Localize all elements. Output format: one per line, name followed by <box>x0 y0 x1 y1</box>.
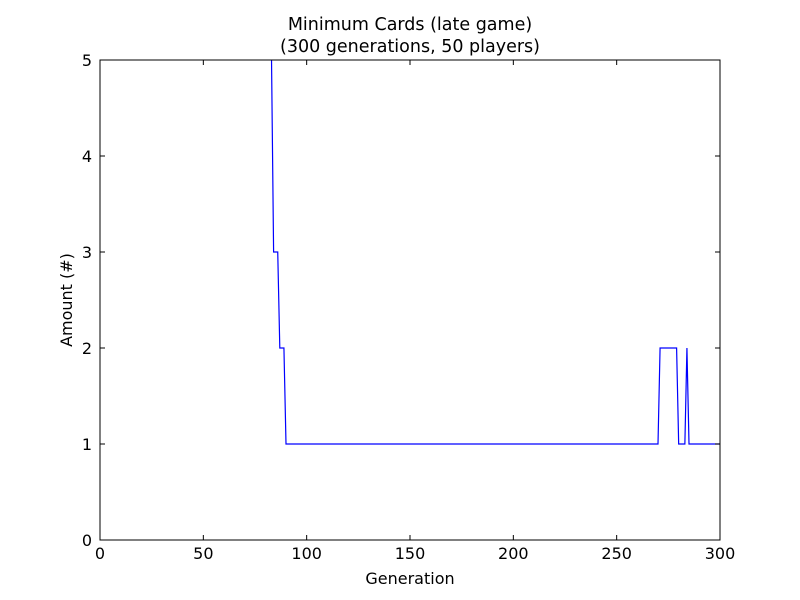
x-axis-ticks: 0 50 100 150 200 250 300 <box>95 60 735 563</box>
x-axis-label: Generation <box>365 569 454 588</box>
y-axis-ticks: 0 1 2 3 4 5 <box>82 51 720 550</box>
x-tick-label: 100 <box>291 544 322 563</box>
x-tick-label: 300 <box>705 544 736 563</box>
y-tick-label: 2 <box>82 339 92 358</box>
y-tick-label: 4 <box>82 147 92 166</box>
chart-title-line-2: (300 generations, 50 players) <box>280 37 540 57</box>
y-axis-label: Amount (#) <box>57 253 76 347</box>
series-line <box>270 60 720 445</box>
x-tick-label: 50 <box>193 544 213 563</box>
x-tick-label: 250 <box>601 544 632 563</box>
y-tick-label: 5 <box>82 51 92 70</box>
x-tick-label: 150 <box>395 544 426 563</box>
plot-frame <box>99 59 721 541</box>
y-tick-label: 1 <box>82 435 92 454</box>
y-tick-label: 0 <box>82 531 92 550</box>
x-tick-label: 200 <box>498 544 529 563</box>
chart-title-line-1: Minimum Cards (late game) <box>288 15 532 35</box>
plot-area: 0 50 100 150 200 250 300 0 1 2 3 4 5 <box>82 51 735 563</box>
x-tick-label: 0 <box>95 544 105 563</box>
y-tick-label: 3 <box>82 243 92 262</box>
